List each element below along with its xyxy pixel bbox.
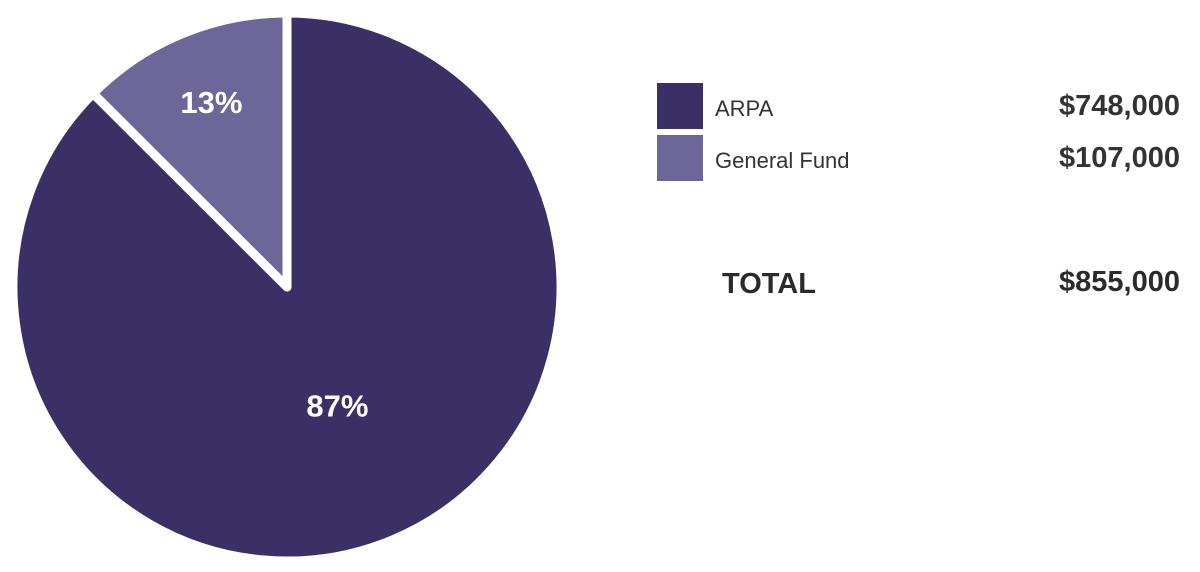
legend-value-general-fund: $107,000	[1059, 142, 1180, 174]
legend-swatch-arpa	[657, 83, 703, 129]
legend-value-arpa: $748,000	[1059, 90, 1180, 122]
legend-swatch-general-fund	[657, 135, 703, 181]
legend-label-arpa: ARPA	[715, 96, 774, 121]
pie-slice-general-fund	[88, 8, 292, 292]
total-value: $855,000	[1059, 266, 1180, 298]
pie-label-general-fund: 13%	[180, 85, 242, 120]
legend-label-general-fund: General Fund	[715, 148, 850, 173]
chart-legend: ARPA $748,000 General Fund $107,000	[657, 83, 1180, 187]
pie-label-arpa: 87%	[306, 389, 368, 424]
pie-chart: 87% 13%	[13, 8, 561, 561]
total-label: TOTAL	[722, 268, 816, 300]
legend-item-general-fund: General Fund $107,000	[657, 135, 1180, 181]
legend-item-arpa: ARPA $748,000	[657, 83, 1180, 129]
